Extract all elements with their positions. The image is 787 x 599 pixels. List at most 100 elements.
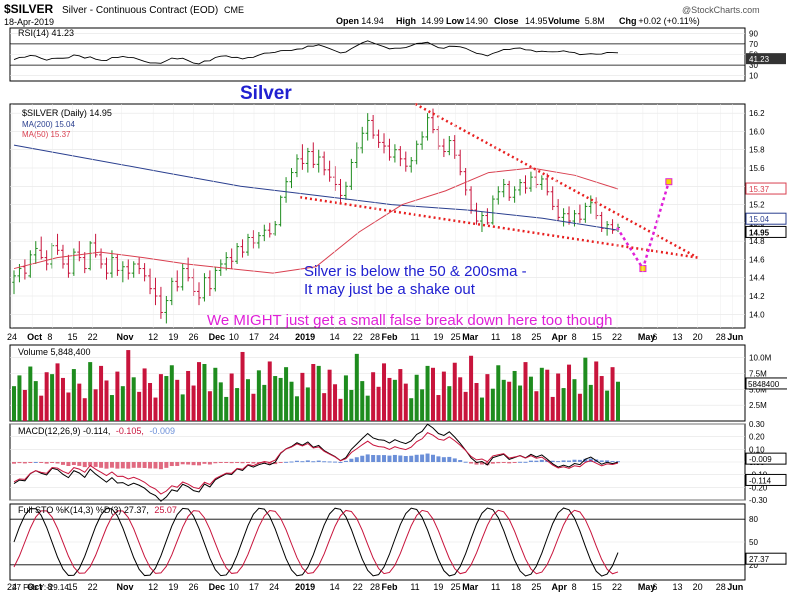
date-label-bottom-8: 26 <box>189 582 199 592</box>
volume-bar-71 <box>398 369 403 421</box>
macd-hist-7 <box>50 462 55 463</box>
macd-hist-20 <box>120 462 125 469</box>
volume-bar-40 <box>229 373 234 421</box>
volume-bar-6 <box>44 372 49 421</box>
date-label-bottom-26: 8 <box>572 582 577 592</box>
volume-panel: 10.0M 7.5M 5.0M 2.5M 5848400 <box>9 344 787 422</box>
date-label-4: 22 <box>88 332 98 342</box>
volume-bar-26 <box>153 397 158 421</box>
date-label-2: 8 <box>47 332 52 342</box>
date-label-bottom-31: 13 <box>673 582 683 592</box>
volume-bar-75 <box>420 389 425 421</box>
macd-hist-111 <box>616 461 620 463</box>
macd-hist-38 <box>218 462 223 463</box>
date-label-bottom-11: 17 <box>249 582 259 592</box>
date-axis: 24 24 Oct Oct 8 8 15 15 22 22 Nov Nov 12 12 19 19 26 26 De… <box>7 332 743 592</box>
date-label-bottom-4: 22 <box>88 582 98 592</box>
volume-bar-38 <box>218 382 223 421</box>
macd-hist-9 <box>60 462 65 465</box>
volume-bar-24 <box>142 368 147 421</box>
volume-bar-47 <box>267 361 272 421</box>
lower-trendline <box>299 196 698 259</box>
price-tick-3: 15.6 <box>749 164 765 173</box>
volume-tick-0: 10.0M <box>749 354 772 363</box>
volume-bar-105 <box>583 357 588 421</box>
macd-tick-0: 0.30 <box>749 420 765 429</box>
price-tick-9: 14.4 <box>749 274 765 283</box>
macd-hist-94 <box>523 461 528 463</box>
sto-tick-0: 80 <box>749 515 758 524</box>
volume-bar-14 <box>88 362 93 421</box>
date-label-26: 8 <box>572 332 577 342</box>
date-label-bottom-23: 18 <box>511 582 521 592</box>
macd-hist-104 <box>577 459 582 462</box>
date-label-bottom-21: Mar <box>462 582 479 592</box>
volume-bar-85 <box>474 383 479 421</box>
macd-hist-84 <box>469 462 474 464</box>
volume-bar-48 <box>273 376 278 421</box>
price-tick-0: 16.2 <box>749 109 765 118</box>
macd-hist-2 <box>22 462 27 464</box>
volume-bar-65 <box>365 395 370 421</box>
macd-hist-90 <box>501 462 506 463</box>
volume-bar-70 <box>392 379 397 421</box>
macd-hist-32 <box>186 462 191 465</box>
macd-hist-11 <box>71 462 76 466</box>
macd-hist-49 <box>278 462 283 463</box>
rsi-tick-3: 30 <box>749 61 758 70</box>
macd-hist-73 <box>409 455 414 462</box>
symbol-label: $SILVER <box>4 2 53 16</box>
date-label-12: 24 <box>269 332 279 342</box>
volume-bar-36 <box>207 391 212 421</box>
volume-bar-61 <box>343 375 348 421</box>
date-label-bottom-19: 19 <box>433 582 443 592</box>
date-label-17: Feb <box>382 332 399 342</box>
ohlc-label-0: Open <box>336 16 359 26</box>
macd-hist-74 <box>414 454 419 462</box>
macd-hist-55 <box>311 461 316 463</box>
volume-bar-53 <box>300 372 305 421</box>
volume-bar-43 <box>245 379 250 421</box>
volume-bar-25 <box>148 383 153 421</box>
volume-tick-1: 7.5M <box>749 370 767 379</box>
volume-bar-87 <box>485 374 490 421</box>
date-label-bottom-30: 6 <box>652 582 657 592</box>
volume-bar-107 <box>594 361 599 421</box>
volume-last-label: 5848400 <box>748 380 780 389</box>
macd-hist-83 <box>463 461 468 463</box>
macd-hist-26 <box>153 462 158 469</box>
date-label-bottom-20: 25 <box>451 582 461 592</box>
macd-hist-6 <box>44 462 49 464</box>
macd-hist-93 <box>518 461 523 463</box>
date-label-23: 18 <box>511 332 521 342</box>
volume-bar-110 <box>610 367 615 421</box>
volume-bar-15 <box>93 389 98 421</box>
price-tick-5: 15.2 <box>749 201 765 210</box>
macd-hist-29 <box>169 462 174 467</box>
date-label-28: 22 <box>612 332 622 342</box>
date-label-bottom-18: 11 <box>410 582 419 592</box>
macd-hist-61 <box>343 460 348 462</box>
date-label-bottom-27: 15 <box>592 582 602 592</box>
date-label-bottom-16: 28 <box>370 582 380 592</box>
volume-bar-104 <box>577 393 582 421</box>
price-last-label-1: 15.04 <box>749 215 770 224</box>
macd-hist-71 <box>398 455 403 462</box>
macd-hist-42 <box>240 462 245 464</box>
volume-bar-59 <box>333 384 338 421</box>
macd-hist-47 <box>267 462 272 465</box>
volume-bar-77 <box>430 367 435 421</box>
macd-hist-68 <box>382 455 387 462</box>
volume-bar-42 <box>240 351 245 421</box>
macd-hist-51 <box>289 461 294 463</box>
volume-bar-44 <box>251 393 256 421</box>
macd-hist-34 <box>197 462 202 466</box>
volume-last-badge <box>745 377 787 390</box>
macd-hist-3 <box>28 462 33 463</box>
sto-legend-d: 25.07 <box>154 505 177 515</box>
macd-hist-99 <box>550 460 555 462</box>
date-label-9: Dec <box>209 332 226 342</box>
date-label-11: 17 <box>249 332 259 342</box>
volume-bar-101 <box>561 388 566 421</box>
volume-bar-74 <box>414 374 419 421</box>
